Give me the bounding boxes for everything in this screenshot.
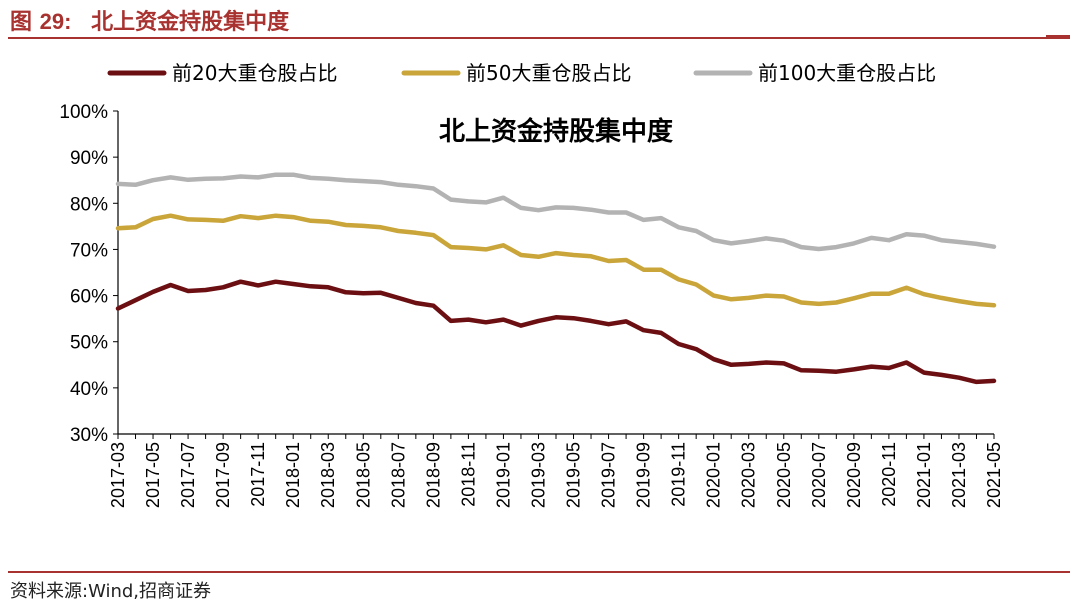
x-tick-label: 2018-11 bbox=[458, 442, 478, 507]
x-tick-label: 2021-03 bbox=[949, 442, 969, 508]
y-tick-label: 100% bbox=[59, 102, 108, 123]
top-rule bbox=[8, 37, 1070, 39]
y-tick-label: 70% bbox=[70, 240, 108, 261]
x-tick-label: 2019-05 bbox=[564, 442, 584, 508]
x-tick-label: 2017-11 bbox=[248, 442, 268, 507]
x-tick-label: 2018-09 bbox=[423, 442, 443, 508]
x-tick-label: 2017-05 bbox=[143, 442, 163, 508]
x-tick-label: 2020-09 bbox=[844, 442, 864, 508]
y-tick-label: 40% bbox=[70, 379, 108, 400]
legend-label-top50: 前50大重仓股占比 bbox=[466, 61, 631, 85]
figure-caption: 图 29: 北上资金持股集中度 bbox=[10, 4, 289, 36]
x-tick-label: 2017-09 bbox=[213, 442, 233, 508]
x-tick-label: 2019-09 bbox=[634, 442, 654, 508]
y-tick-label: 30% bbox=[70, 425, 108, 446]
x-tick-label: 2021-05 bbox=[984, 442, 1004, 508]
figure-title: 北上资金持股集中度 bbox=[91, 10, 290, 35]
figure-label-number: 29: bbox=[39, 9, 72, 34]
series-line-top50 bbox=[115, 213, 997, 308]
y-tick-label: 80% bbox=[70, 194, 108, 215]
y-tick-label: 50% bbox=[70, 333, 108, 354]
top-rule-accent bbox=[1046, 35, 1070, 39]
legend-label-top100: 前100大重仓股占比 bbox=[758, 61, 936, 85]
x-tick-label: 2020-07 bbox=[809, 442, 829, 508]
x-tick-label: 2017-07 bbox=[178, 442, 198, 508]
source-note: 资料来源:Wind,招商证券 bbox=[10, 581, 212, 602]
series-line-top20 bbox=[115, 279, 997, 385]
x-tick-label: 2021-01 bbox=[914, 442, 934, 508]
x-tick-label: 2019-01 bbox=[493, 442, 513, 508]
y-tick-label: 60% bbox=[70, 287, 108, 308]
x-tick-label: 2020-11 bbox=[879, 442, 899, 507]
y-tick-label: 90% bbox=[70, 148, 108, 169]
bottom-rule bbox=[8, 571, 1070, 573]
x-tick-label: 2018-07 bbox=[388, 442, 408, 508]
x-tick-label: 2020-05 bbox=[774, 442, 794, 508]
x-tick-label: 2020-03 bbox=[739, 442, 759, 508]
x-tick-label: 2017-03 bbox=[108, 442, 128, 508]
x-tick-label: 2018-05 bbox=[353, 442, 373, 508]
chart-title: 北上资金持股集中度 bbox=[439, 116, 673, 147]
legend-label-top20: 前20大重仓股占比 bbox=[172, 61, 337, 85]
x-tick-label: 2020-01 bbox=[704, 442, 724, 508]
x-tick-label: 2018-01 bbox=[283, 442, 303, 508]
x-tick-label: 2019-03 bbox=[528, 442, 548, 508]
x-tick-label: 2019-11 bbox=[669, 442, 689, 507]
x-tick-label: 2018-03 bbox=[318, 442, 338, 508]
figure-label-prefix: 图 bbox=[10, 10, 40, 35]
x-tick-label: 2019-07 bbox=[599, 442, 619, 508]
series-line-top100 bbox=[115, 172, 997, 252]
